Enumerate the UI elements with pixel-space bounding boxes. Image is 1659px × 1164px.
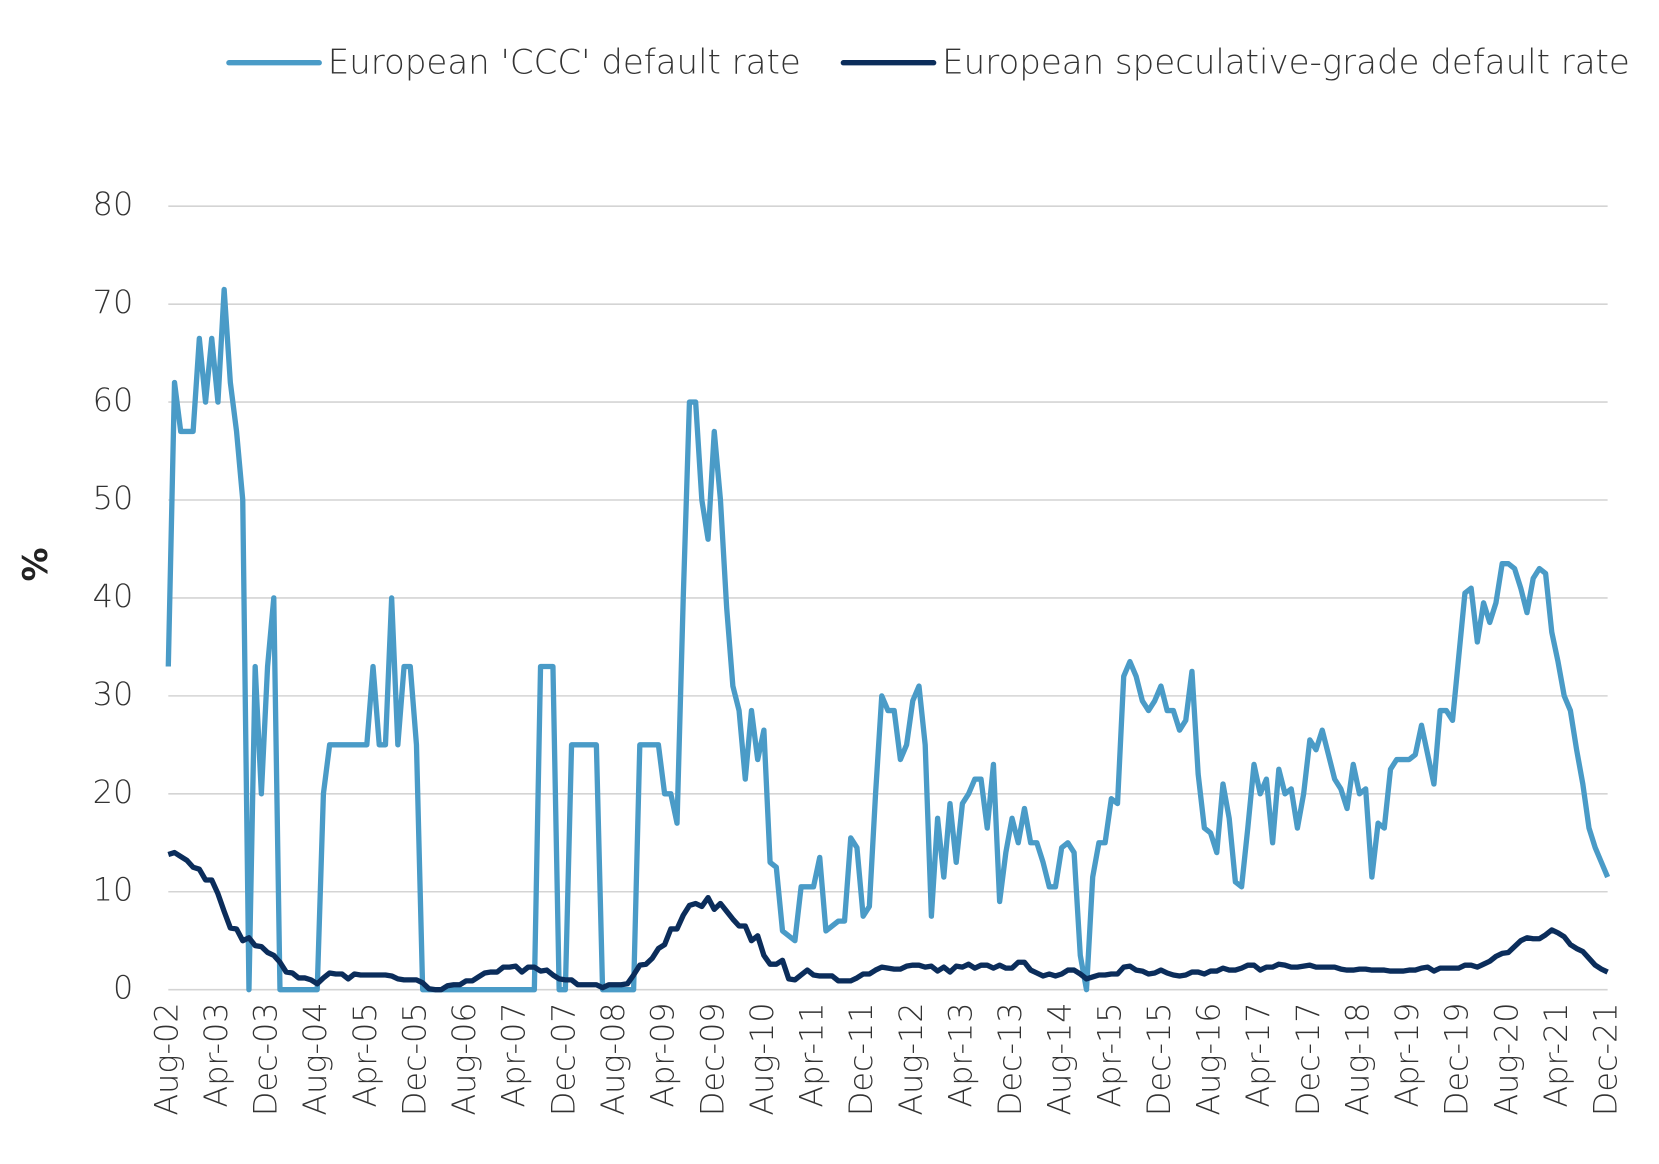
y-tick-label: 40 [93, 577, 134, 615]
x-tick-label: Apr-15 [1090, 1002, 1128, 1107]
x-tick-label: Aug-08 [594, 1002, 632, 1115]
x-tick-label: Dec-05 [395, 1002, 433, 1116]
x-tick-label: Apr-13 [941, 1002, 979, 1107]
x-tick-label: Dec-11 [842, 1002, 880, 1116]
y-tick-label: 0 [113, 969, 133, 1007]
legend-label: European speculative-grade default rate [942, 42, 1630, 82]
x-tick-label: Apr-03 [197, 1002, 235, 1107]
x-tick-label: Apr-17 [1239, 1002, 1277, 1107]
series-line [165, 286, 1611, 993]
x-tick-label: Aug-02 [147, 1002, 185, 1115]
x-tick-label: Apr-19 [1388, 1002, 1426, 1107]
y-tick-label: 50 [93, 479, 134, 517]
x-tick-label: Apr-05 [346, 1002, 384, 1107]
x-tick-label: Apr-11 [793, 1002, 831, 1107]
y-tick-label: 60 [93, 381, 134, 419]
x-tick-label: Apr-07 [495, 1002, 533, 1107]
x-tick-label: Dec-17 [1289, 1002, 1327, 1116]
y-tick-label: 20 [93, 773, 134, 811]
x-tick-label: Aug-06 [445, 1002, 483, 1115]
x-tick-label: Aug-16 [1190, 1002, 1228, 1115]
x-tick-label: Aug-10 [743, 1002, 781, 1115]
x-tick-label: Dec-15 [1140, 1002, 1178, 1116]
y-axis-label: % [16, 547, 56, 581]
x-tick-label: Dec-21 [1587, 1002, 1625, 1116]
x-tick-label: Aug-14 [1041, 1002, 1079, 1115]
x-tick-label: Aug-20 [1487, 1002, 1525, 1115]
y-tick-label: 10 [93, 871, 134, 909]
x-tick-label: Apr-09 [644, 1002, 682, 1107]
x-tick-label: Dec-09 [693, 1002, 731, 1116]
x-tick-label: Aug-12 [892, 1002, 930, 1115]
x-tick-label: Aug-18 [1338, 1002, 1376, 1115]
x-tick-label: Aug-04 [296, 1002, 334, 1115]
y-tick-label: 70 [93, 283, 134, 321]
y-tick-label: 80 [93, 185, 134, 223]
x-tick-label: Dec-07 [544, 1002, 582, 1116]
x-tick-label: Dec-13 [991, 1002, 1029, 1116]
series-line [167, 849, 1609, 993]
x-tick-label: Dec-19 [1438, 1002, 1476, 1116]
x-tick-label: Apr-21 [1537, 1002, 1575, 1107]
y-tick-label: 30 [93, 675, 134, 713]
legend-label: European 'CCC' default rate [328, 42, 801, 82]
x-tick-label: Dec-03 [247, 1002, 285, 1116]
